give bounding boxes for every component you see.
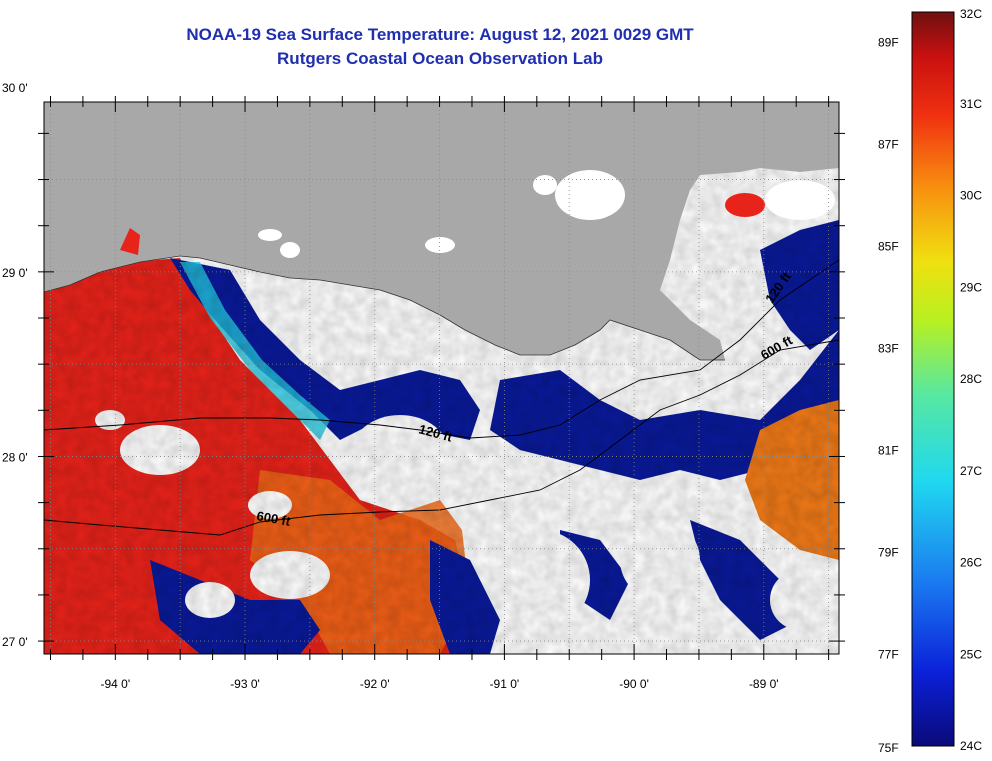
colorbar-fahrenheit-label: 79F (878, 545, 899, 559)
contour-600ft (44, 339, 839, 536)
lon-label: -92 0' (360, 677, 390, 691)
colorbar-celsius-label: 28C (960, 372, 982, 386)
lon-label: -90 0' (619, 677, 649, 691)
warm-lake-patch (120, 228, 140, 255)
lat-label: 28 0' (2, 450, 28, 464)
colorbar (911, 11, 955, 747)
contour-label: 600 ft (255, 508, 292, 529)
colorbar-celsius-label: 29C (960, 280, 982, 294)
colorbar-fahrenheit-label: 81F (878, 443, 899, 457)
colorbar-fahrenheit-label: 77F (878, 647, 899, 661)
latitude-labels: 30 0' 29 0' 28 0' 27 0' (2, 81, 28, 649)
axis-ticks (38, 96, 845, 660)
colorbar-fahrenheit-label: 89F (878, 36, 899, 50)
map-graticule (44, 102, 839, 654)
lon-label: -89 0' (749, 677, 779, 691)
colorbar-celsius-label: 24C (960, 739, 982, 753)
map-plot-area: 120 ft 600 ft 600 ft 120 ft (44, 102, 839, 654)
longitude-labels: -94 0' -93 0' -92 0' -91 0' -90 0' -89 0' (101, 677, 779, 691)
land-cloud-patches (258, 170, 835, 258)
colorbar-labels: 32C 31C 30C 29C 28C 27C 26C 25C 24C 89F 87F 85F 83F 8… (878, 7, 982, 755)
colorbar-celsius-label: 27C (960, 464, 982, 478)
map-frame (43, 101, 840, 655)
lon-label: -93 0' (230, 677, 260, 691)
lat-label: 27 0' (2, 635, 28, 649)
lon-label: -94 0' (101, 677, 131, 691)
colorbar-celsius-label: 25C (960, 647, 982, 661)
colorbar-celsius-label: 26C (960, 556, 982, 570)
warm-inland-patch (725, 193, 765, 217)
land-mass (44, 102, 839, 360)
colorbar-celsius-label: 32C (960, 7, 982, 21)
map-title: NOAA-19 Sea Surface Temperature: August … (186, 25, 694, 44)
colorbar-fahrenheit-label: 85F (878, 239, 899, 253)
lon-label: -91 0' (490, 677, 520, 691)
colorbar-celsius-label: 30C (960, 189, 982, 203)
lat-label: 29 0' (2, 266, 28, 280)
map-subtitle: Rutgers Coastal Ocean Observation Lab (277, 49, 603, 68)
colorbar-fahrenheit-label: 83F (878, 341, 899, 355)
colorbar-fahrenheit-label: 75F (878, 741, 899, 755)
lat-label: 30 0' (2, 81, 28, 95)
colorbar-fahrenheit-label: 87F (878, 138, 899, 152)
contour-120ft (44, 259, 839, 439)
colorbar-celsius-label: 31C (960, 97, 982, 111)
